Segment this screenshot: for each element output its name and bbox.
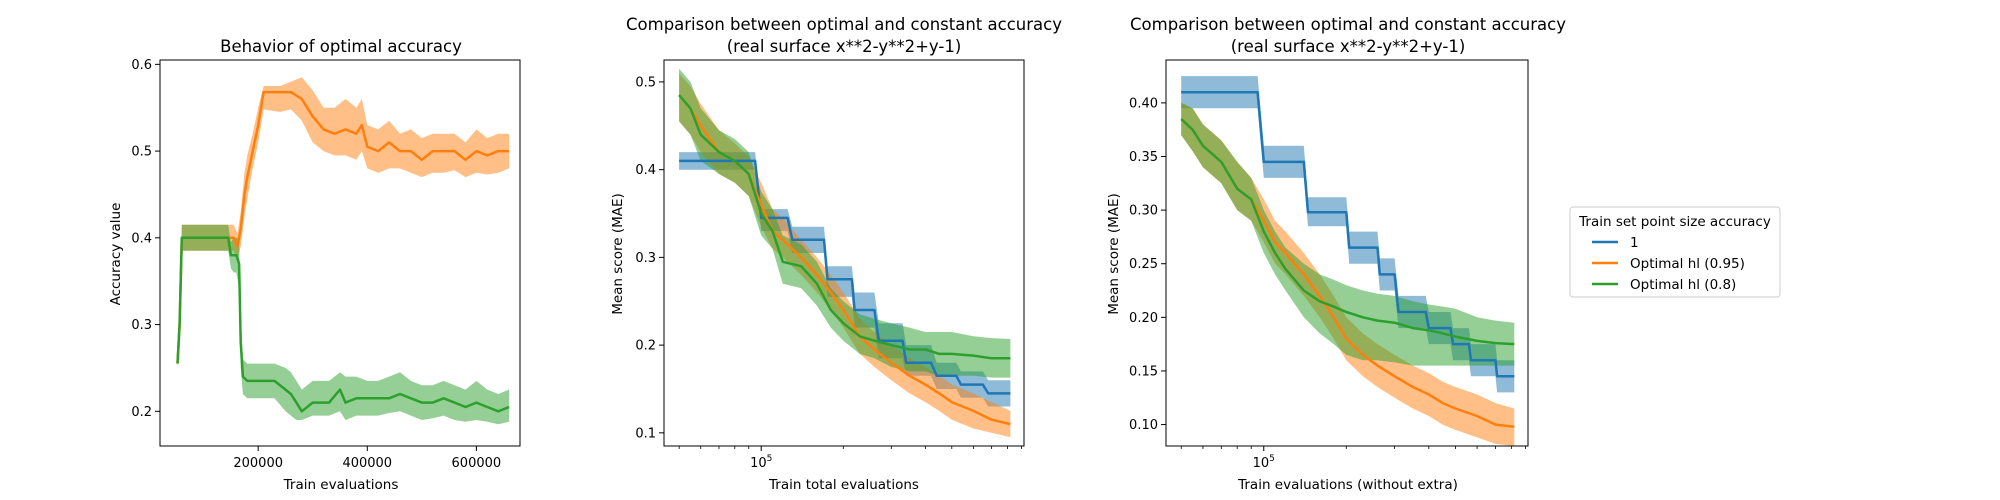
panel-2-xlabel: Train total evaluations	[768, 477, 919, 493]
ytick-label: 0.6	[131, 58, 152, 73]
legend: Train set point size accuracy 1 Optimal …	[1569, 206, 1781, 298]
legend-label-2: Optimal hl (0.95)	[1630, 256, 1745, 272]
legend-box	[1569, 206, 1781, 298]
ytick-label: 0.3	[131, 318, 152, 333]
line-1-panel-2	[679, 159, 1011, 395]
ytick-label: 0.3	[635, 251, 656, 266]
xtick-label: 600000	[452, 456, 502, 471]
ytick-label: 0.15	[1129, 364, 1158, 379]
panel-1-xlabel: Train evaluations	[283, 477, 399, 493]
line-optimal-hl-0-8--panel-3	[1180, 118, 1515, 346]
panel-2-title: Comparison between optimal and constant …	[626, 15, 1062, 34]
line-1-panel-3	[1181, 90, 1515, 378]
panel-1-title: Behavior of optimal accuracy	[220, 37, 462, 56]
band-optimal-hl-0-95--panel-2	[679, 73, 1011, 438]
ytick-label: 0.4	[131, 231, 152, 246]
line-optimal-hl-0-8--panel-2	[678, 94, 1011, 360]
xtick-label: 105	[750, 454, 772, 471]
panel-3-xlabel: Train evaluations (without extra)	[1237, 477, 1458, 493]
plot-area-3	[1180, 76, 1515, 446]
ytick-label: 0.10	[1129, 418, 1158, 433]
ytick-label: 0.5	[635, 75, 656, 90]
legend-label-1: 1	[1630, 235, 1639, 251]
axes-frame-1	[159, 59, 521, 447]
panel-2-subtitle: (real surface x**2-y**2+y-1)	[727, 37, 962, 56]
xtick-label: 105	[1253, 454, 1275, 471]
panel-3-subtitle: (real surface x**2-y**2+y-1)	[1231, 37, 1466, 56]
axes-frame-2	[663, 59, 1025, 447]
ytick-label: 0.40	[1129, 96, 1158, 111]
ytick-label: 0.2	[635, 339, 656, 354]
band-optimal-hl-0-95--panel-1	[177, 77, 510, 368]
ytick-label: 0.5	[131, 145, 152, 160]
ytick-label: 0.20	[1129, 311, 1158, 326]
band-optimal-hl-0-8--panel-1	[177, 224, 510, 425]
xtick-label: 200000	[233, 456, 283, 471]
ytick-label: 0.30	[1129, 204, 1158, 219]
line-optimal-hl-0-95--panel-1	[176, 90, 510, 364]
axes-frame-3	[1165, 59, 1529, 447]
legend-label-3: Optimal hl (0.8)	[1630, 277, 1736, 293]
ytick-label: 0.1	[635, 426, 656, 441]
legend-title: Train set point size accuracy	[1578, 214, 1771, 230]
xtick-label: 400000	[342, 456, 392, 471]
line-optimal-hl-0-8--panel-1	[176, 236, 510, 413]
panel-2-ylabel: Mean score (MAE)	[610, 193, 626, 315]
plot-area-2	[678, 68, 1011, 438]
panel-1-ylabel: Accuracy value	[108, 203, 124, 306]
ytick-label: 0.25	[1129, 257, 1158, 272]
ytick-label: 0.2	[131, 405, 152, 420]
ytick-label: 0.4	[635, 163, 656, 178]
panel-optimal-accuracy: Behavior of optimal accuracy Train evalu…	[108, 37, 521, 493]
panel-total-evaluations: Comparison between optimal and constant …	[610, 15, 1062, 493]
panel-evaluations-without-extra: Comparison between optimal and constant …	[1106, 15, 1566, 493]
panel-3-ylabel: Mean score (MAE)	[1106, 193, 1122, 315]
plot-area-1	[176, 77, 510, 425]
ytick-label: 0.35	[1129, 150, 1158, 165]
band-optimal-hl-0-8--panel-2	[679, 68, 1011, 378]
panel-3-title: Comparison between optimal and constant …	[1130, 15, 1566, 34]
